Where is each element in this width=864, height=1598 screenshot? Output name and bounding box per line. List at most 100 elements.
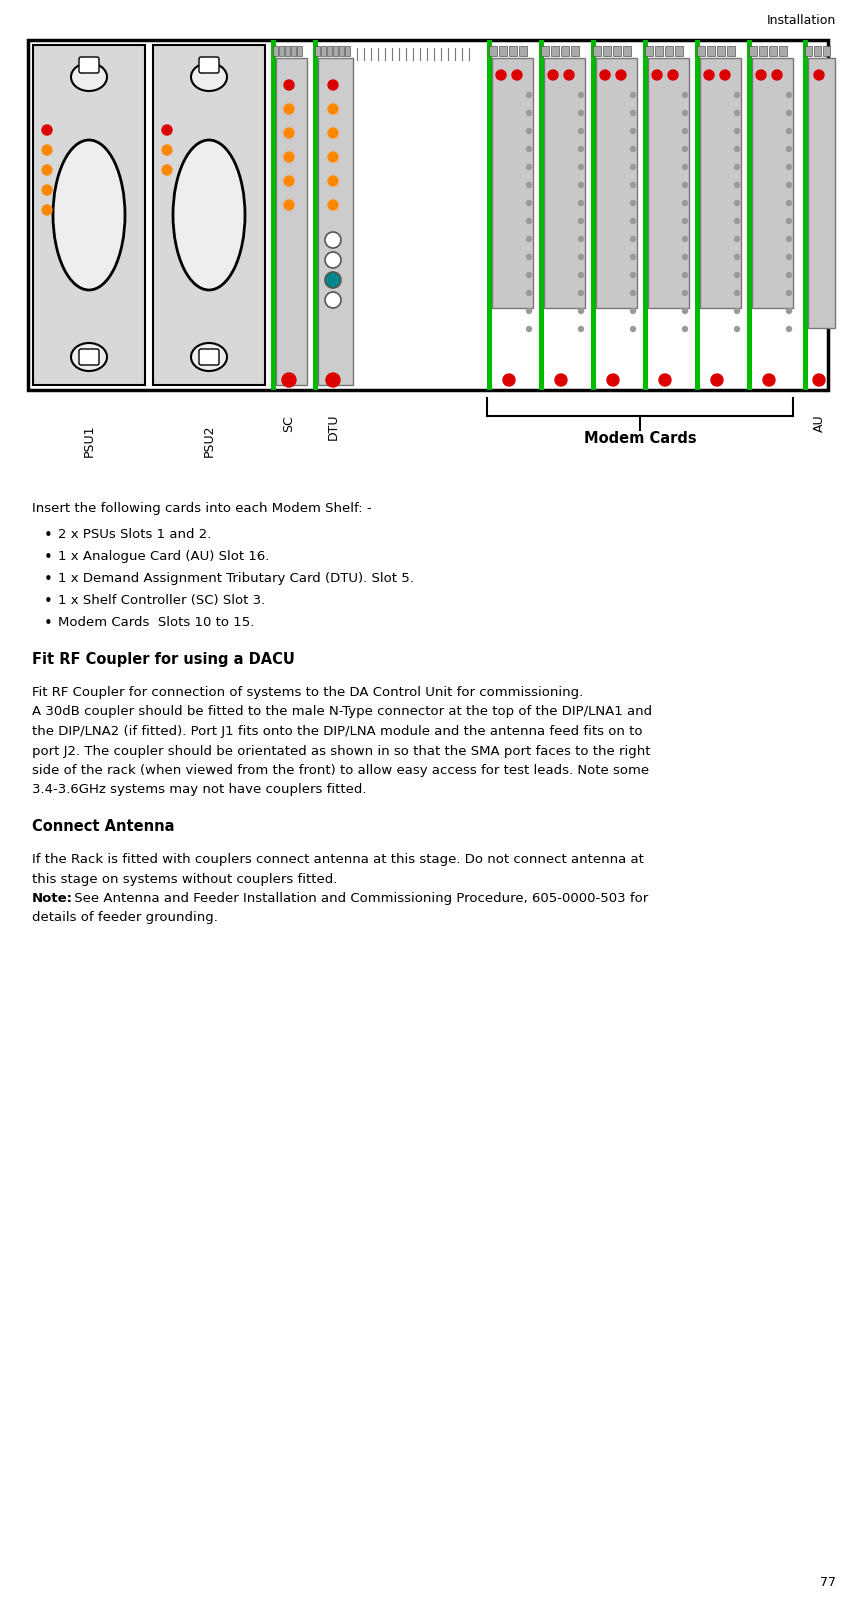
Bar	[823, 46, 830, 56]
Text: 3.4-3.6GHz systems may not have couplers fitted.: 3.4-3.6GHz systems may not have couplers…	[32, 783, 366, 796]
Circle shape	[526, 147, 531, 152]
Circle shape	[607, 374, 619, 387]
Circle shape	[616, 70, 626, 80]
Text: 1 x Shelf Controller (SC) Slot 3.: 1 x Shelf Controller (SC) Slot 3.	[58, 594, 265, 607]
Circle shape	[786, 93, 791, 97]
Bar	[803, 40, 808, 390]
Text: this stage on systems without couplers fitted.: this stage on systems without couplers f…	[32, 873, 337, 885]
Ellipse shape	[191, 344, 227, 371]
Circle shape	[631, 128, 636, 134]
Circle shape	[555, 374, 567, 387]
Text: •: •	[44, 594, 53, 609]
Circle shape	[683, 93, 688, 97]
Text: •: •	[44, 550, 53, 566]
Circle shape	[734, 291, 740, 296]
Text: details of feeder grounding.: details of feeder grounding.	[32, 911, 218, 925]
Circle shape	[579, 93, 583, 97]
Circle shape	[763, 374, 775, 387]
Circle shape	[579, 219, 583, 224]
Bar	[544, 58, 585, 308]
Bar	[643, 40, 648, 390]
Text: Fit RF Coupler for connection of systems to the DA Control Unit for commissionin: Fit RF Coupler for connection of systems…	[32, 686, 583, 698]
Bar	[333, 46, 338, 56]
Bar	[707, 46, 715, 56]
Text: Connect Antenna: Connect Antenna	[32, 820, 175, 834]
Circle shape	[579, 165, 583, 169]
Circle shape	[734, 182, 740, 187]
Circle shape	[526, 165, 531, 169]
Circle shape	[683, 182, 688, 187]
Circle shape	[683, 200, 688, 206]
Bar	[315, 46, 320, 56]
Circle shape	[734, 237, 740, 241]
Circle shape	[704, 70, 714, 80]
Circle shape	[526, 308, 531, 313]
Bar	[489, 46, 497, 56]
Bar	[623, 46, 631, 56]
Bar	[345, 46, 350, 56]
Bar	[327, 46, 332, 56]
Circle shape	[631, 147, 636, 152]
Circle shape	[734, 219, 740, 224]
Circle shape	[786, 273, 791, 278]
Circle shape	[631, 182, 636, 187]
Bar	[675, 46, 683, 56]
Circle shape	[756, 70, 766, 80]
Text: 1 x Analogue Card (AU) Slot 16.: 1 x Analogue Card (AU) Slot 16.	[58, 550, 270, 562]
Text: Fit RF Coupler for using a DACU: Fit RF Coupler for using a DACU	[32, 652, 295, 666]
Circle shape	[786, 219, 791, 224]
Circle shape	[786, 200, 791, 206]
Circle shape	[526, 219, 531, 224]
Circle shape	[496, 70, 506, 80]
Circle shape	[631, 165, 636, 169]
Circle shape	[328, 104, 338, 113]
Circle shape	[579, 147, 583, 152]
Circle shape	[631, 93, 636, 97]
Circle shape	[786, 147, 791, 152]
Circle shape	[325, 292, 341, 308]
Circle shape	[284, 200, 294, 209]
Circle shape	[512, 70, 522, 80]
Ellipse shape	[71, 62, 107, 91]
Circle shape	[652, 70, 662, 80]
Circle shape	[526, 110, 531, 115]
Circle shape	[328, 128, 338, 137]
Text: the DIP/LNA2 (if fitted). Port J1 fits onto the DIP/LNA module and the antenna f: the DIP/LNA2 (if fitted). Port J1 fits o…	[32, 725, 643, 738]
Ellipse shape	[191, 62, 227, 91]
Circle shape	[526, 128, 531, 134]
Bar	[613, 46, 621, 56]
Circle shape	[734, 128, 740, 134]
Bar	[665, 46, 673, 56]
Circle shape	[668, 70, 678, 80]
Circle shape	[683, 128, 688, 134]
Circle shape	[683, 110, 688, 115]
Bar	[648, 58, 689, 308]
Bar	[519, 46, 527, 56]
Bar	[279, 46, 284, 56]
Text: A 30dB coupler should be fitted to the male N-Type connector at the top of the D: A 30dB coupler should be fitted to the m…	[32, 705, 652, 719]
Circle shape	[579, 237, 583, 241]
Text: 2 x PSUs Slots 1 and 2.: 2 x PSUs Slots 1 and 2.	[58, 527, 212, 542]
Bar	[603, 46, 611, 56]
Text: port J2. The coupler should be orientated as shown in so that the SMA port faces: port J2. The coupler should be orientate…	[32, 745, 651, 757]
Bar	[153, 45, 265, 385]
Text: •: •	[44, 615, 53, 631]
Circle shape	[579, 128, 583, 134]
Circle shape	[526, 326, 531, 331]
Circle shape	[579, 182, 583, 187]
Bar	[779, 46, 787, 56]
Circle shape	[328, 176, 338, 185]
Circle shape	[631, 254, 636, 259]
Circle shape	[42, 125, 52, 134]
Circle shape	[325, 252, 341, 268]
Circle shape	[42, 145, 52, 155]
Bar	[339, 46, 344, 56]
Circle shape	[631, 110, 636, 115]
Circle shape	[526, 237, 531, 241]
Bar	[808, 58, 835, 328]
Circle shape	[526, 254, 531, 259]
Circle shape	[284, 128, 294, 137]
Circle shape	[734, 93, 740, 97]
Bar	[276, 58, 307, 385]
Circle shape	[548, 70, 558, 80]
